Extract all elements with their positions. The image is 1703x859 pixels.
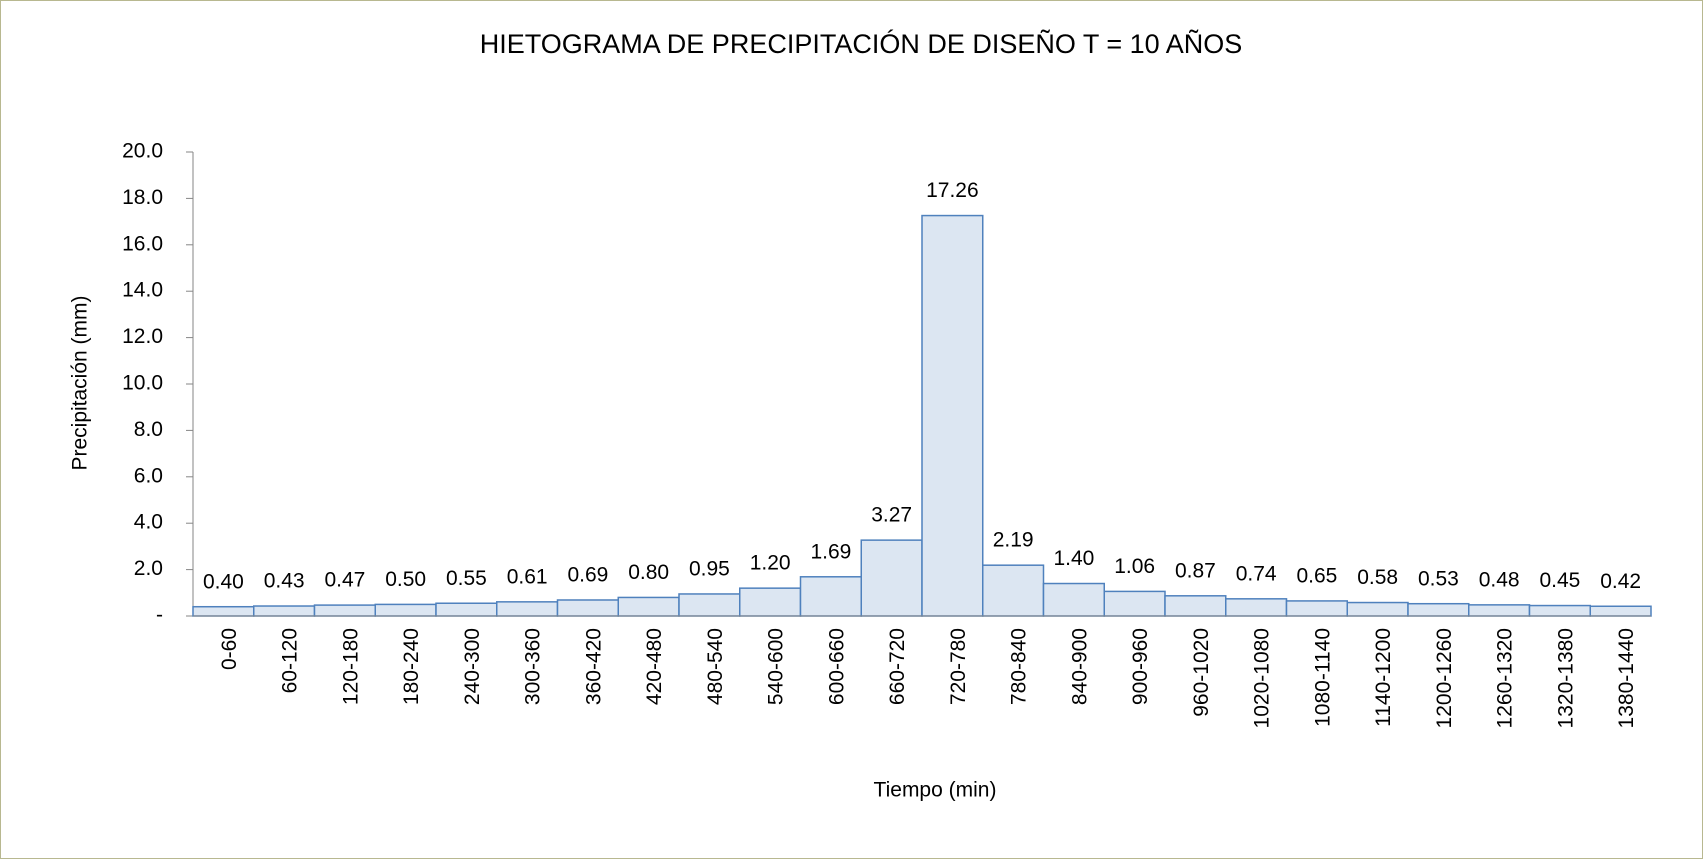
x-tick-label: 420-480 [643,628,666,705]
data-label: 0.69 [567,564,608,587]
y-tick-label: 8.0 [134,418,163,441]
data-label: 1.06 [1114,555,1155,578]
y-axis-label: Precipitación (mm) [69,295,92,470]
data-label: 0.43 [264,570,305,593]
x-tick-label: 480-540 [704,628,727,705]
data-label: 2.19 [993,529,1034,552]
bar [860,539,923,617]
y-tick-label: 6.0 [134,464,163,487]
data-label: 1.20 [750,552,791,575]
x-tick-label: 60-120 [279,628,302,693]
bar [374,603,437,617]
bar [921,214,984,617]
x-tick-label: 600-660 [825,628,848,705]
data-label: 0.55 [446,567,487,590]
x-tick-label: 240-300 [461,628,484,705]
y-tick-label: 4.0 [134,511,163,534]
x-tick-label: 840-900 [1068,628,1091,705]
x-tick-label: 1020-1080 [1251,628,1274,728]
bar [313,604,376,617]
data-label: 0.45 [1539,569,1580,592]
data-label: 0.61 [507,565,548,588]
bar [1164,595,1227,617]
data-label: 0.42 [1600,570,1641,593]
data-label: 0.40 [203,570,244,593]
x-tick-label: 780-840 [1008,628,1031,705]
data-label: 0.48 [1479,568,1520,591]
x-axis-label: Tiempo (min) [874,779,997,802]
x-tick-label: 1080-1140 [1311,628,1334,727]
bar [1346,601,1409,617]
x-tick-label: 180-240 [400,628,423,705]
data-label: 0.74 [1236,562,1277,585]
bar [1407,602,1470,617]
bar [1225,598,1288,617]
y-tick-label: 20.0 [122,140,163,163]
x-tick-label: 660-720 [886,628,909,705]
data-label: 1.69 [810,540,851,563]
y-tick-label: 14.0 [122,279,163,302]
y-tick-label: 18.0 [122,186,163,209]
data-label: 0.53 [1418,567,1459,590]
data-label: 0.47 [324,569,365,592]
y-tick-label: 12.0 [122,325,163,348]
bar [617,596,680,617]
x-tick-label: 120-180 [339,628,362,705]
bar [1528,604,1591,617]
bar [496,601,559,617]
y-tick-label: - [156,604,163,627]
bar [982,564,1045,617]
y-tick-label: 16.0 [122,232,163,255]
data-label: 17.26 [926,179,979,202]
bar [253,605,316,617]
y-tick-label: 10.0 [122,372,163,395]
bar [1468,604,1531,617]
bar [739,587,802,617]
x-tick-label: 1320-1380 [1554,628,1577,728]
bar [1042,582,1105,617]
x-tick-label: 900-960 [1129,628,1152,705]
x-tick-label: 1140-1200 [1372,628,1395,727]
data-label: 0.50 [385,568,426,591]
data-label: 0.58 [1357,566,1398,589]
data-label: 1.40 [1053,547,1094,570]
x-tick-label: 1260-1320 [1494,628,1517,728]
x-tick-label: 1200-1260 [1433,628,1456,728]
data-label: 0.95 [689,558,730,581]
data-label: 0.80 [628,561,669,584]
y-tick-label: 2.0 [134,557,163,580]
bar [678,593,741,617]
x-tick-label: 360-420 [582,628,605,705]
bar [435,602,498,617]
x-tick-label: 720-780 [947,628,970,705]
bar [799,576,862,617]
bar [1589,605,1652,617]
chart-title: HIETOGRAMA DE PRECIPITACIÓN DE DISEÑO T … [480,28,1242,59]
data-label: 0.65 [1296,564,1337,587]
bar [1103,590,1166,617]
x-tick-label: 300-360 [522,628,545,705]
data-label: 0.87 [1175,559,1216,582]
x-tick-label: 0-60 [218,628,241,670]
data-label: 3.27 [871,504,912,527]
bar [1285,600,1348,617]
x-tick-label: 540-600 [765,628,788,705]
x-tick-label: 1380-1440 [1615,628,1638,728]
bar [192,605,255,617]
x-tick-label: 960-1020 [1190,628,1213,717]
bar [556,599,619,617]
